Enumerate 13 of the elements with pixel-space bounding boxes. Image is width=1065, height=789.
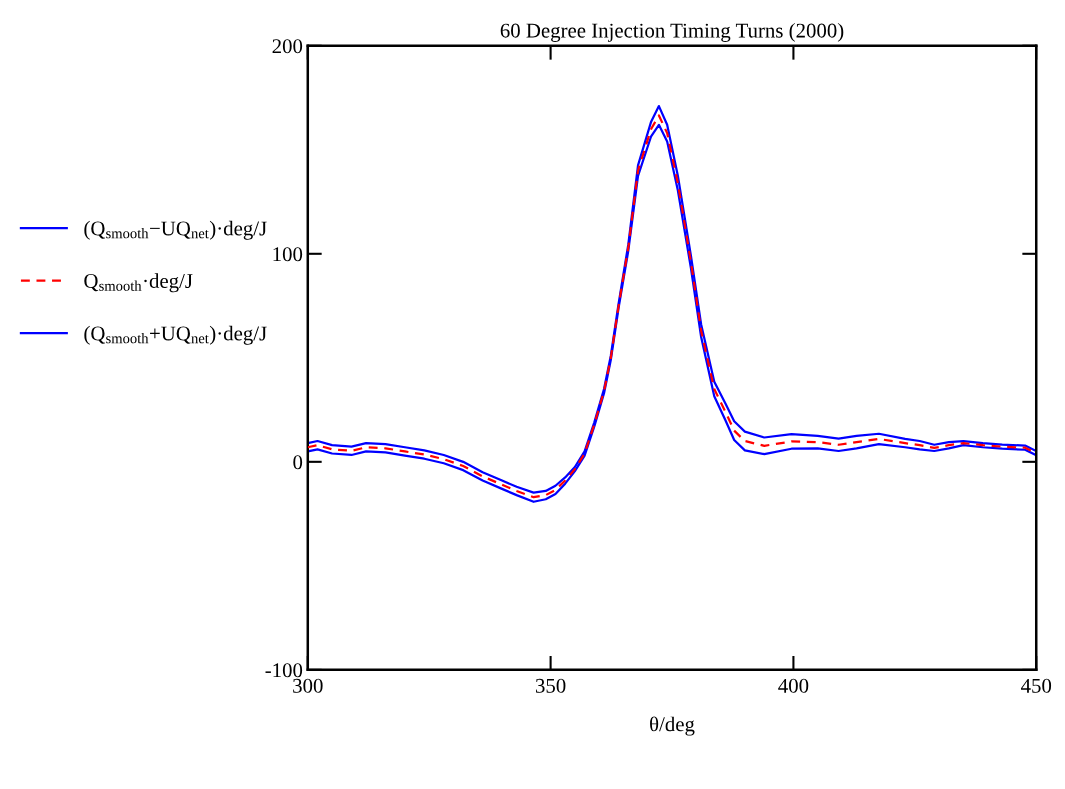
x-tick-label: 350: [535, 678, 566, 693]
legend-label: Q$_{smooth}$·deg/J: [84, 273, 193, 293]
x-tick-label: 300: [293, 678, 323, 693]
x-tick-label: 450: [1021, 678, 1052, 693]
y-tick-label: 0: [293, 455, 303, 470]
x-axis-title: θ/deg: [650, 716, 695, 736]
y-tick-label: 100: [273, 247, 303, 262]
y-tick-label: -100: [265, 663, 303, 678]
legend-label: (Q$_{smooth}$−UQ$_{net}$)·deg/J: [84, 220, 267, 240]
x-tick-label: 400: [778, 678, 809, 693]
y-tick-label: 200: [272, 39, 303, 54]
chart-title: 60 Degree Injection Timing Turns (2000): [500, 22, 844, 42]
legend-label: (Q$_{smooth}$+UQ$_{net}$)·deg/J: [84, 325, 267, 345]
